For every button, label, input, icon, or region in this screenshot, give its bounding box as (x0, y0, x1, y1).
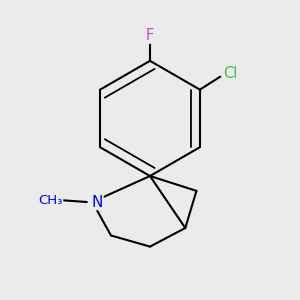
Text: N: N (92, 194, 103, 209)
Text: F: F (146, 28, 154, 43)
Text: Cl: Cl (224, 66, 238, 81)
Text: CH₃: CH₃ (38, 194, 63, 207)
